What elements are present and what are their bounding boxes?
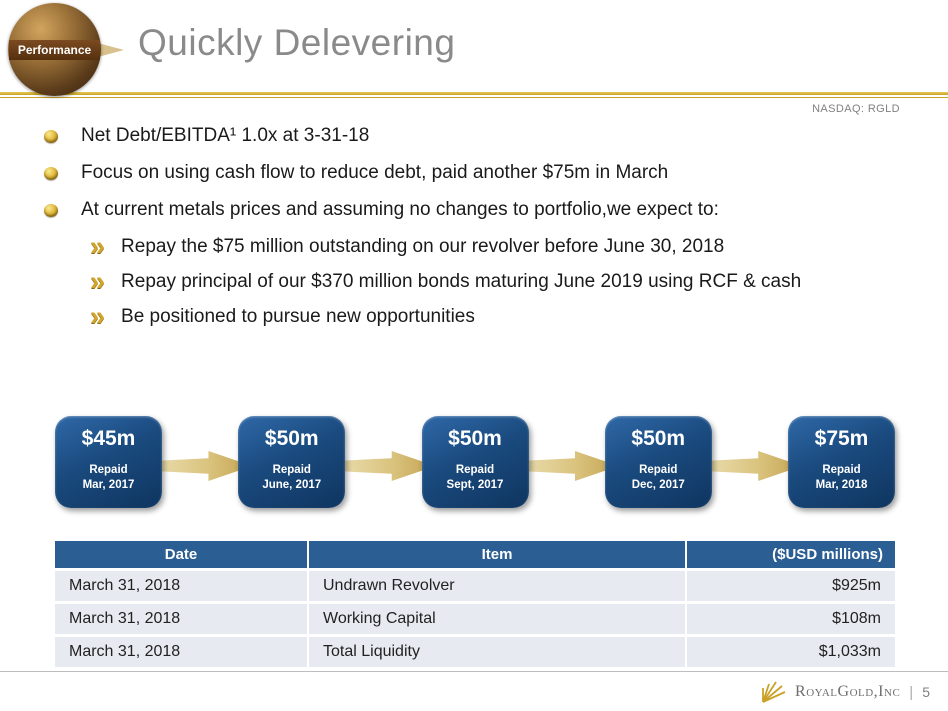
- timeline-date: Sept, 2017: [446, 479, 504, 491]
- timeline-label: Repaid: [455, 464, 495, 476]
- sub-bullet-item: » Repay principal of our $370 million bo…: [90, 266, 922, 296]
- timeline-amount: $50m: [264, 427, 319, 450]
- sub-bullet-text: Repay principal of our $370 million bond…: [121, 271, 802, 292]
- right-arrow-icon: [148, 451, 253, 481]
- timeline-amount: $50m: [448, 427, 502, 450]
- bullet-item: Net Debt/EBITDA¹ 1.0x at 3-31-18: [44, 124, 922, 148]
- timeline-box: $50m Repaid June, 2017: [238, 416, 346, 508]
- sub-bullet-item: » Be positioned to pursue new opportunit…: [90, 301, 922, 331]
- timeline-date: June, 2017: [262, 479, 322, 491]
- timeline-amount: $45m: [81, 427, 136, 450]
- bullet-item: At current metals prices and assuming no…: [44, 198, 922, 222]
- performance-label: Performance: [9, 40, 100, 60]
- cell-amount: $925m: [685, 571, 895, 601]
- liquidity-table: Date Item ($USD millions) March 31, 2018…: [55, 538, 895, 670]
- repayment-timeline: $45m Repaid Mar, 2017 $50m Repaid June, …: [55, 416, 895, 508]
- timeline-label: Repaid: [822, 464, 861, 476]
- cell-date: March 31, 2018: [55, 637, 307, 667]
- footer-separator: |: [909, 683, 914, 701]
- right-arrow-icon: [514, 451, 619, 481]
- footer-divider: [0, 671, 948, 672]
- page-number: 5: [922, 684, 930, 700]
- timeline-label: Repaid: [89, 464, 128, 476]
- bullet-text: Net Debt/EBITDA¹ 1.0x at 3-31-18: [81, 125, 370, 146]
- right-arrow-icon: [697, 451, 802, 481]
- table-header-row: Date Item ($USD millions): [55, 541, 895, 568]
- sub-bullet-item: » Repay the $75 million outstanding on o…: [90, 231, 922, 261]
- cell-amount: $1,033m: [685, 637, 895, 667]
- cell-date: March 31, 2018: [55, 604, 307, 634]
- bullet-text: Focus on using cash flow to reduce debt,…: [81, 162, 669, 183]
- col-header-item: Item: [307, 541, 685, 568]
- timeline-box: $45m Repaid Mar, 2017: [55, 416, 162, 508]
- double-chevron-icon: »: [90, 266, 106, 296]
- gold-divider-thick: [0, 92, 948, 95]
- cell-amount: $108m: [685, 604, 895, 634]
- gold-coin-bullet-icon: [44, 130, 58, 143]
- gold-divider: [0, 92, 948, 98]
- royal-gold-logo-icon: [762, 681, 786, 703]
- gold-coin-bullet-icon: [44, 204, 58, 217]
- timeline-box: $50m Repaid Sept, 2017: [421, 416, 529, 508]
- bullet-item: Focus on using cash flow to reduce debt,…: [44, 161, 922, 185]
- cell-date: March 31, 2018: [55, 571, 307, 601]
- timeline-amount: $50m: [631, 427, 686, 450]
- timeline-date: Mar, 2018: [815, 479, 868, 491]
- table-row: March 31, 2018 Undrawn Revolver $925m: [55, 571, 895, 601]
- ticker-label: NASDAQ: RGLD: [812, 103, 900, 115]
- sub-bullet-text: Be positioned to pursue new opportunitie…: [121, 306, 475, 327]
- timeline-box: $75m Repaid Mar, 2018: [788, 416, 895, 508]
- timeline-box: $50m Repaid Dec, 2017: [604, 416, 712, 508]
- company-name: RoyalGold,Inc: [795, 683, 901, 700]
- table-row: March 31, 2018 Total Liquidity $1,033m: [55, 637, 895, 667]
- timeline-amount: $75m: [814, 427, 869, 450]
- cell-item: Total Liquidity: [307, 637, 685, 667]
- double-chevron-icon: »: [90, 231, 106, 261]
- timeline-date: Dec, 2017: [631, 479, 685, 491]
- timeline-label: Repaid: [272, 464, 311, 476]
- cell-item: Undrawn Revolver: [307, 571, 685, 601]
- page-title: Quickly Delevering: [138, 22, 456, 63]
- table-row: March 31, 2018 Working Capital $108m: [55, 604, 895, 634]
- gold-coin-bullet-icon: [44, 167, 58, 180]
- col-header-usd: ($USD millions): [685, 541, 895, 568]
- double-chevron-icon: »: [90, 301, 106, 331]
- gold-divider-thin: [0, 97, 948, 98]
- col-header-date: Date: [55, 541, 307, 568]
- timeline-label: Repaid: [639, 464, 678, 476]
- cell-item: Working Capital: [307, 604, 685, 634]
- bullet-text: At current metals prices and assuming no…: [81, 199, 719, 220]
- sub-bullet-text: Repay the $75 million outstanding on our…: [121, 236, 725, 257]
- performance-badge: Performance: [8, 3, 126, 98]
- bullet-list: Net Debt/EBITDA¹ 1.0x at 3-31-18 Focus o…: [44, 124, 922, 340]
- timeline-date: Mar, 2017: [82, 479, 135, 491]
- footer: RoyalGold,Inc | 5: [760, 681, 930, 703]
- right-arrow-icon: [331, 451, 436, 481]
